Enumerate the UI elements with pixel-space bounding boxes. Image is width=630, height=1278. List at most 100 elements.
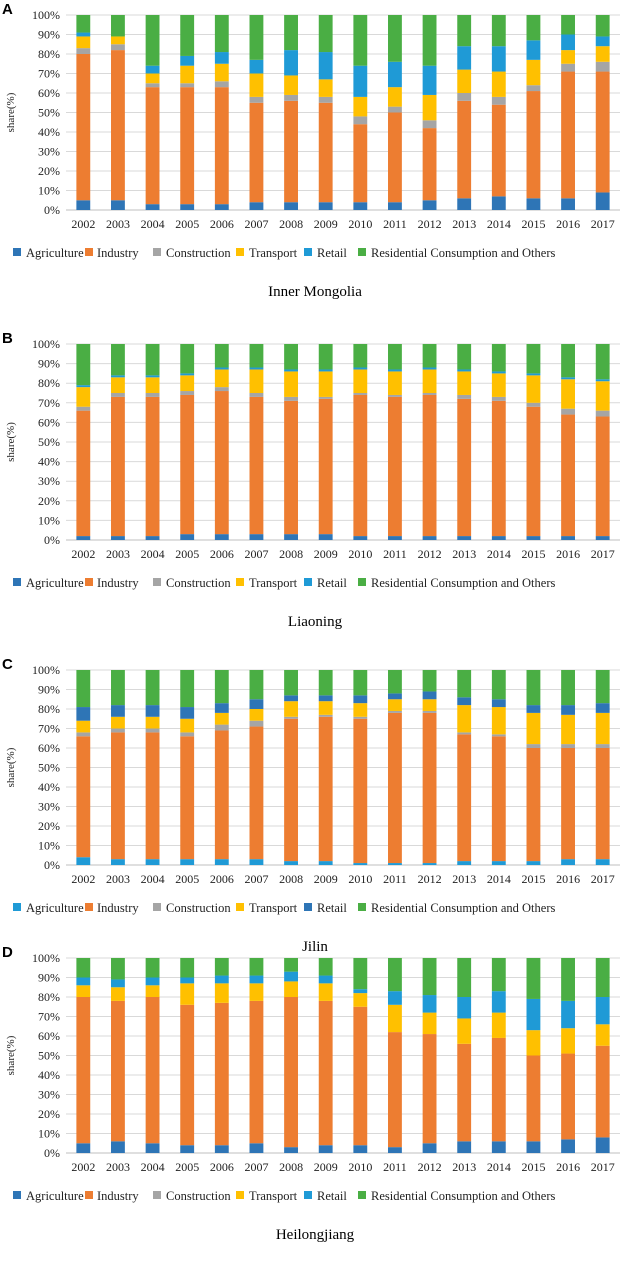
bar-segment	[284, 344, 298, 370]
bar-segment	[249, 983, 264, 1001]
bar-segment	[595, 859, 610, 865]
x-tick-label: 2005	[175, 547, 199, 561]
bar-segment	[111, 1141, 125, 1153]
y-tick-label: 0%	[44, 533, 60, 547]
bar-segment	[388, 710, 402, 713]
legend-label: Industry	[97, 246, 139, 260]
legend-marker	[153, 578, 161, 586]
legend-marker	[358, 248, 366, 256]
bar-segment	[249, 709, 264, 721]
bar-segment	[595, 416, 610, 537]
bar-segment	[214, 1145, 229, 1153]
bar-segment	[249, 73, 264, 97]
bar-segment	[561, 1053, 575, 1140]
bar-segment	[526, 198, 541, 210]
bar-segment	[76, 732, 91, 737]
bar-segment	[214, 387, 229, 392]
bar-segment	[284, 371, 298, 397]
bar-segment	[111, 536, 125, 540]
x-tick-label: 2005	[175, 1160, 199, 1174]
x-tick-label: 2003	[106, 217, 130, 231]
x-tick-label: 2014	[487, 217, 511, 231]
bar-segment	[249, 59, 264, 74]
bar-segment	[145, 65, 160, 74]
legend-label: Retail	[317, 901, 347, 915]
legend-label: Retail	[317, 246, 347, 260]
bar-segment	[145, 393, 160, 397]
x-tick-label: 2004	[141, 547, 165, 561]
bar-segment	[388, 112, 402, 203]
x-tick-label: 2015	[521, 217, 545, 231]
bar-segment	[526, 1141, 541, 1153]
bar-segment	[145, 958, 160, 978]
bar-segment	[76, 997, 91, 1144]
bar-segment	[318, 670, 333, 696]
x-tick-label: 2006	[210, 1160, 234, 1174]
bar-segment	[145, 87, 160, 205]
bar-segment	[76, 36, 91, 49]
bar-segment	[284, 971, 298, 982]
bar-segment	[422, 65, 437, 95]
x-tick-label: 2013	[452, 547, 476, 561]
bar-segment	[284, 701, 298, 717]
y-tick-label: 40%	[38, 780, 60, 794]
bar-segment	[180, 983, 195, 1005]
bar-segment	[422, 344, 437, 368]
bar-segment	[561, 748, 575, 860]
bar-segment	[249, 15, 264, 60]
bar-segment	[318, 1145, 333, 1153]
bar-segment	[249, 369, 264, 393]
bar-segment	[180, 859, 195, 865]
legend-marker	[13, 578, 21, 586]
legend-label: Residential Consumption and Others	[371, 901, 555, 915]
bar-segment	[388, 15, 402, 62]
bar-segment	[388, 991, 402, 1005]
bar-segment	[318, 1000, 333, 1146]
bar-segment	[111, 396, 125, 537]
y-tick-label: 90%	[38, 971, 60, 985]
bar-segment	[526, 1030, 541, 1056]
bar-segment	[214, 703, 229, 713]
bar-segment	[284, 670, 298, 696]
legend-label: Construction	[166, 246, 231, 260]
bar-segment	[595, 46, 610, 62]
bar-segment	[491, 196, 506, 210]
bar-segment	[422, 200, 437, 210]
bar-segment	[526, 373, 541, 376]
region-title: Liaoning	[288, 614, 343, 630]
bar-segment	[318, 983, 333, 1001]
bar-segment	[526, 998, 541, 1031]
bar-segment	[180, 344, 195, 374]
bar-segment	[249, 726, 264, 860]
bar-segment	[76, 410, 91, 537]
bar-segment	[214, 204, 229, 210]
bar-segment	[526, 748, 541, 862]
bar-segment	[111, 375, 125, 378]
legend-marker	[236, 578, 244, 586]
bar-segment	[145, 1143, 160, 1153]
bar-segment	[145, 344, 160, 376]
y-tick-label: 20%	[38, 819, 60, 833]
bar-segment	[353, 695, 368, 704]
x-tick-label: 2002	[71, 1160, 95, 1174]
legend-marker	[358, 1191, 366, 1199]
bar-segment	[180, 83, 195, 88]
panel-letter: D	[2, 944, 13, 961]
y-tick-label: 50%	[38, 435, 60, 449]
bar-segment	[491, 400, 506, 537]
bar-segment	[180, 87, 195, 205]
x-tick-label: 2010	[348, 1160, 372, 1174]
legend-marker	[304, 248, 312, 256]
bar-segment	[388, 536, 402, 540]
bar-segment	[214, 730, 229, 860]
bar-segment	[353, 65, 368, 97]
bar-segment	[526, 406, 541, 537]
bar-segment	[284, 100, 298, 203]
y-tick-label: 70%	[38, 67, 60, 81]
bar-segment	[284, 75, 298, 95]
x-tick-label: 2008	[279, 1160, 303, 1174]
bar-segment	[422, 1034, 437, 1144]
bar-segment	[284, 202, 298, 210]
